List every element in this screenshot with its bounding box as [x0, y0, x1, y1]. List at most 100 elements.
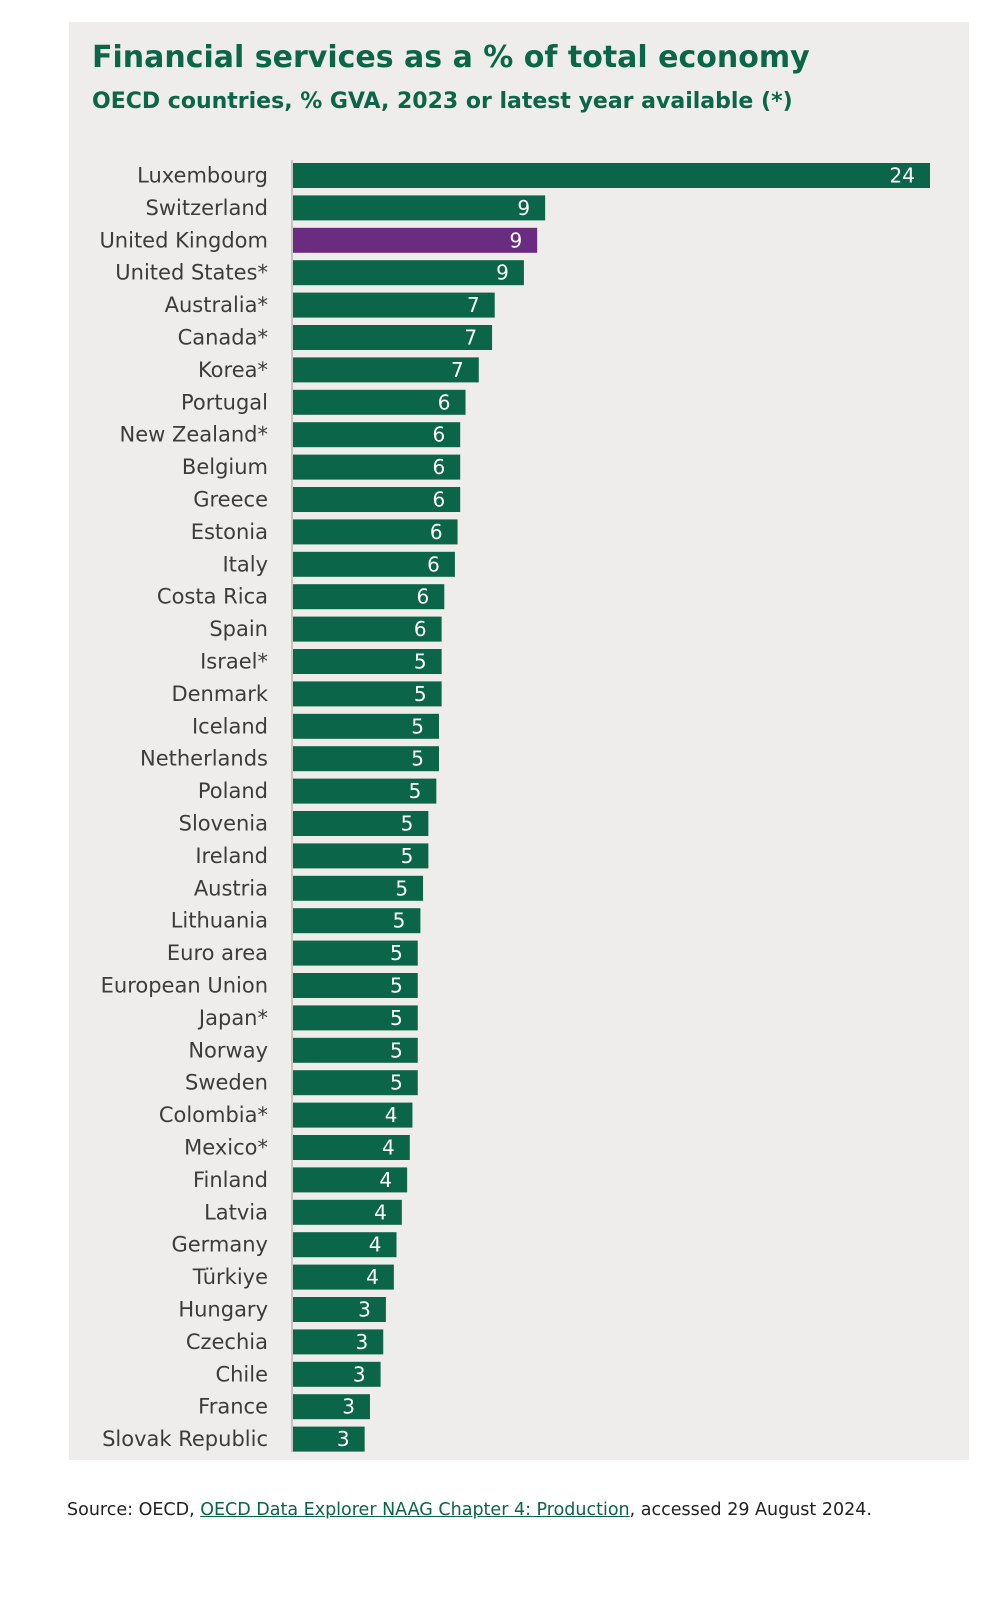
- bar-united-states: [293, 260, 524, 286]
- bar-t-rkiye: [293, 1264, 394, 1290]
- category-label-austria: Austria: [194, 876, 268, 900]
- value-label-germany: 4: [369, 1233, 382, 1257]
- value-label-estonia: 6: [430, 520, 443, 544]
- value-label-t-rkiye: 4: [366, 1265, 379, 1289]
- bar-korea: [293, 357, 479, 383]
- category-label-iceland: Iceland: [192, 714, 268, 738]
- bar-japan: [293, 1005, 418, 1031]
- category-label-korea: Korea*: [198, 358, 268, 382]
- value-label-new-zealand: 6: [432, 423, 445, 447]
- value-label-slovenia: 5: [401, 812, 414, 836]
- bar-ireland: [293, 843, 429, 869]
- bar-israel: [293, 649, 442, 674]
- value-label-euro-area: 5: [390, 941, 403, 965]
- category-label-t-rkiye: Türkiye: [192, 1265, 268, 1289]
- value-label-australia: 7: [467, 293, 480, 317]
- bar-lithuania: [293, 908, 421, 934]
- bar-slovak-republic: [293, 1426, 365, 1452]
- value-label-norway: 5: [390, 1038, 403, 1062]
- value-label-hungary: 3: [358, 1298, 371, 1322]
- bar-new-zealand: [293, 422, 461, 448]
- category-label-chile: Chile: [215, 1362, 268, 1386]
- value-label-france: 3: [342, 1395, 355, 1419]
- value-label-united-states: 9: [496, 261, 509, 285]
- value-label-korea: 7: [451, 358, 464, 382]
- bar-greece: [293, 487, 461, 512]
- value-label-greece: 6: [432, 488, 445, 512]
- bar-canada: [293, 325, 493, 350]
- value-label-iceland: 5: [411, 714, 424, 738]
- value-label-switzerland: 9: [517, 196, 530, 220]
- bar-belgium: [293, 454, 461, 480]
- category-label-estonia: Estonia: [191, 520, 268, 544]
- source-prefix: Source: OECD,: [67, 1500, 201, 1520]
- bar-european-union: [293, 973, 418, 998]
- category-label-united-kingdom: United Kingdom: [99, 228, 268, 252]
- value-label-latvia: 4: [374, 1200, 387, 1224]
- category-label-germany: Germany: [171, 1233, 268, 1257]
- bar-portugal: [293, 389, 466, 415]
- value-label-colombia: 4: [385, 1103, 398, 1127]
- category-label-australia: Australia*: [165, 293, 268, 317]
- bar-spain: [293, 616, 442, 642]
- bar-colombia: [293, 1102, 413, 1128]
- bar-chile: [293, 1361, 381, 1387]
- bar-austria: [293, 875, 424, 901]
- bar-netherlands: [293, 746, 439, 772]
- bar-denmark: [293, 681, 442, 707]
- value-label-czechia: 3: [356, 1330, 369, 1354]
- bar-mexico: [293, 1135, 410, 1160]
- value-label-japan: 5: [390, 1006, 403, 1030]
- category-label-israel: Israel*: [200, 650, 268, 674]
- chart-title: Financial services as a % of total econo…: [92, 40, 810, 75]
- value-label-poland: 5: [409, 779, 422, 803]
- value-label-italy: 6: [427, 552, 440, 576]
- source-link[interactable]: OECD Data Explorer NAAG Chapter 4: Produ…: [200, 1500, 630, 1520]
- category-label-spain: Spain: [209, 617, 268, 641]
- category-label-united-states: United States*: [115, 261, 268, 285]
- category-label-france: France: [198, 1395, 268, 1419]
- value-label-european-union: 5: [390, 974, 403, 998]
- category-label-colombia: Colombia*: [159, 1103, 268, 1127]
- category-label-mexico: Mexico*: [184, 1136, 268, 1160]
- category-label-sweden: Sweden: [185, 1071, 268, 1095]
- category-label-slovak-republic: Slovak Republic: [102, 1427, 268, 1451]
- value-label-lithuania: 5: [393, 909, 406, 933]
- value-label-mexico: 4: [382, 1136, 395, 1160]
- bar-latvia: [293, 1199, 402, 1225]
- bar-luxembourg: [293, 163, 930, 188]
- value-label-denmark: 5: [414, 682, 427, 706]
- bar-euro-area: [293, 940, 418, 966]
- value-label-spain: 6: [414, 617, 427, 641]
- bar-germany: [293, 1232, 397, 1258]
- value-label-slovak-republic: 3: [337, 1427, 350, 1451]
- category-label-ireland: Ireland: [195, 844, 268, 868]
- category-label-finland: Finland: [193, 1168, 268, 1192]
- category-label-poland: Poland: [198, 779, 268, 803]
- category-label-latvia: Latvia: [204, 1200, 268, 1224]
- category-label-denmark: Denmark: [171, 682, 268, 706]
- category-label-slovenia: Slovenia: [179, 812, 268, 836]
- bar-norway: [293, 1037, 418, 1063]
- value-label-ireland: 5: [401, 844, 414, 868]
- category-label-european-union: European Union: [101, 974, 268, 998]
- value-label-sweden: 5: [390, 1071, 403, 1095]
- category-label-belgium: Belgium: [182, 455, 268, 479]
- bar-united-kingdom: [293, 227, 538, 253]
- source-note: Source: OECD, OECD Data Explorer NAAG Ch…: [67, 1500, 872, 1520]
- bar-costa-rica: [293, 584, 445, 610]
- chart-subtitle: OECD countries, % GVA, 2023 or latest ye…: [92, 89, 793, 114]
- category-label-luxembourg: Luxembourg: [137, 164, 268, 188]
- value-label-portugal: 6: [438, 390, 451, 414]
- bar-poland: [293, 778, 437, 804]
- bar-sweden: [293, 1070, 418, 1096]
- value-label-canada: 7: [464, 326, 477, 350]
- bar-switzerland: [293, 195, 546, 221]
- bar-estonia: [293, 519, 458, 545]
- bar-france: [293, 1394, 370, 1420]
- category-label-hungary: Hungary: [178, 1298, 268, 1322]
- bar-iceland: [293, 713, 439, 739]
- value-label-chile: 3: [353, 1362, 366, 1386]
- bar-italy: [293, 551, 455, 577]
